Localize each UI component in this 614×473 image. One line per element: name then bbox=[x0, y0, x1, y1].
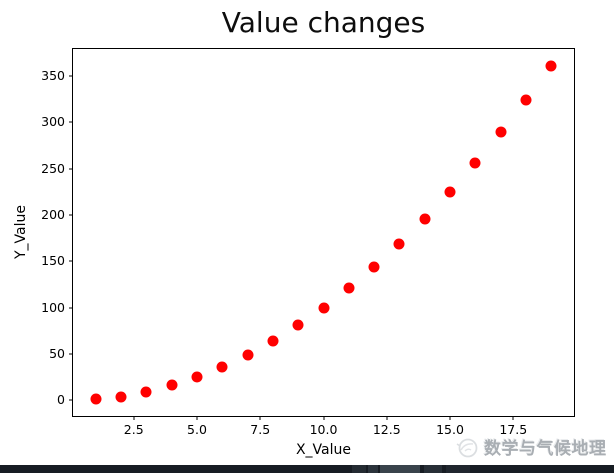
data-point bbox=[216, 361, 228, 373]
y-axis-label: Y_Value bbox=[13, 205, 29, 259]
data-point bbox=[318, 302, 329, 314]
watermark-logo-icon bbox=[456, 438, 478, 457]
y-tick-mark bbox=[69, 214, 73, 216]
data-point bbox=[115, 391, 127, 403]
y-tick-label: 100 bbox=[41, 299, 65, 315]
data-point bbox=[444, 186, 456, 198]
x-tick-label: 17.5 bbox=[499, 422, 528, 437]
x-tick-mark bbox=[259, 416, 261, 420]
chart-title: Value changes bbox=[221, 6, 426, 39]
y-tick-mark bbox=[69, 75, 73, 77]
data-point bbox=[242, 349, 254, 361]
y-tick-mark bbox=[69, 168, 73, 170]
data-point bbox=[419, 213, 431, 225]
bottom-bar-segment bbox=[368, 465, 378, 473]
data-point bbox=[495, 126, 507, 138]
y-tick-label: 0 bbox=[57, 392, 65, 408]
data-point bbox=[140, 386, 152, 398]
bottom-bar bbox=[0, 465, 614, 473]
watermark-text: 数学与气候地理 bbox=[484, 439, 607, 459]
data-point bbox=[191, 371, 203, 383]
bottom-bar-segment bbox=[352, 465, 366, 473]
bottom-bar-segment bbox=[446, 465, 470, 473]
x-tick-mark bbox=[386, 416, 388, 420]
bottom-bar-segment bbox=[424, 465, 442, 473]
data-point bbox=[393, 238, 405, 250]
x-tick-mark bbox=[323, 416, 324, 420]
x-tick-label: 5.0 bbox=[187, 422, 207, 437]
x-tick-label: 7.5 bbox=[250, 422, 271, 437]
y-tick-mark bbox=[69, 353, 73, 355]
bottom-bar-segment bbox=[380, 465, 420, 473]
y-tick-mark bbox=[69, 399, 73, 401]
y-tick-label: 150 bbox=[41, 253, 65, 269]
y-tick-label: 350 bbox=[41, 67, 65, 83]
x-tick-label: 12.5 bbox=[372, 422, 401, 437]
data-point bbox=[368, 261, 380, 273]
y-tick-label: 200 bbox=[41, 206, 65, 222]
x-tick-mark bbox=[449, 416, 451, 420]
x-tick-mark bbox=[512, 416, 514, 420]
y-tick-label: 250 bbox=[41, 160, 65, 176]
y-tick-mark bbox=[69, 307, 73, 309]
y-tick-label: 300 bbox=[41, 114, 65, 130]
data-point bbox=[166, 379, 178, 391]
plot-area: 2.5 5.0 7.5 10.0 12.5 15.0 17.5 0 50 100 150 200 250… bbox=[41, 48, 575, 437]
data-point bbox=[343, 282, 355, 294]
x-tick-label: 2.5 bbox=[123, 422, 144, 437]
data-point bbox=[267, 335, 279, 347]
y-tick-mark bbox=[69, 260, 73, 262]
x-axis-label: X_Value bbox=[295, 442, 352, 458]
y-tick-mark bbox=[69, 121, 73, 123]
data-point bbox=[292, 319, 304, 331]
data-point bbox=[90, 393, 102, 405]
y-tick-label: 50 bbox=[49, 345, 65, 361]
x-tick-label: 10.0 bbox=[309, 422, 338, 437]
data-point bbox=[520, 94, 532, 106]
data-point bbox=[545, 60, 557, 72]
x-tick-label: 15.0 bbox=[436, 422, 464, 437]
x-tick-mark bbox=[196, 416, 198, 420]
data-point bbox=[469, 157, 481, 169]
watermark: 数学与气候地理 bbox=[455, 434, 607, 459]
x-tick-mark bbox=[133, 416, 135, 420]
